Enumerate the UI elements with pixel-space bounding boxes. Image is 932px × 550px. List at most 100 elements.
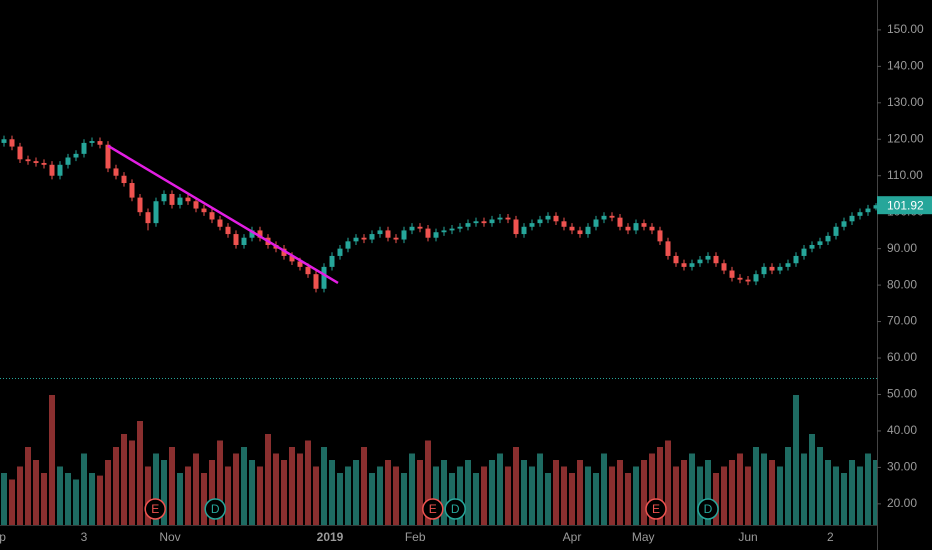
volume-bar: [385, 460, 391, 525]
volume-bar: [489, 460, 495, 525]
candle-body: [417, 226, 423, 229]
candle-body: [169, 193, 175, 205]
volume-bar: [745, 466, 751, 525]
volume-bar: [697, 466, 703, 525]
volume-bar: [569, 473, 575, 525]
candle-body: [73, 153, 79, 158]
volume-bar: [273, 453, 279, 525]
candle-body: [833, 226, 839, 236]
volume-bar: [633, 466, 639, 525]
last-price-label: 101.92: [887, 198, 924, 212]
volume-bar: [177, 473, 183, 525]
volume-bar: [833, 466, 839, 525]
candle-body: [441, 230, 447, 233]
volume-bar: [265, 434, 271, 525]
event-marker[interactable]: [444, 498, 466, 520]
y-tick-label: 60.00: [887, 350, 917, 364]
candle-body: [841, 221, 847, 227]
candle-body: [473, 221, 479, 224]
volume-bar: [585, 466, 591, 525]
candle-body: [489, 219, 495, 224]
volume-bar: [441, 460, 447, 525]
event-marker[interactable]: [144, 498, 166, 520]
volume-bar: [681, 460, 687, 525]
volume-bar: [329, 460, 335, 525]
volume-bar: [825, 460, 831, 525]
event-marker[interactable]: [645, 498, 667, 520]
candle-body: [33, 161, 39, 163]
volume-bar: [401, 473, 407, 525]
candle-body: [457, 226, 463, 229]
candle-body: [249, 230, 255, 238]
candle-body: [673, 255, 679, 264]
candle-body: [81, 142, 87, 154]
candle-body: [705, 255, 711, 260]
volume-bar: [849, 460, 855, 525]
x-tick-label: Jun: [738, 530, 757, 544]
candle-body: [729, 270, 735, 278]
volume-bar: [9, 479, 15, 525]
volume-bar: [873, 460, 877, 525]
candle-body: [57, 164, 63, 176]
volume-bar: [625, 473, 631, 525]
candle-body: [337, 248, 343, 256]
candle-body: [697, 259, 703, 264]
volume-bar: [473, 473, 479, 525]
volume-bar: [457, 466, 463, 525]
candle-body: [17, 146, 23, 160]
candle-body: [9, 139, 15, 147]
volume-bar: [857, 466, 863, 525]
volume-bar: [465, 460, 471, 525]
volume-bar: [113, 447, 119, 525]
candle-body: [113, 168, 119, 176]
volume-bar: [553, 460, 559, 525]
volume-bar: [297, 453, 303, 525]
candle-body: [201, 208, 207, 213]
volume-bar: [785, 447, 791, 525]
candle-body: [761, 266, 767, 275]
candle-body: [801, 248, 807, 256]
candle-body: [825, 235, 831, 242]
y-tick-label: 130.00: [887, 95, 924, 109]
candle-body: [689, 263, 695, 267]
candle-body: [809, 245, 815, 249]
candle-body: [577, 230, 583, 235]
y-tick-label: 40.00: [887, 423, 917, 437]
volume-bar: [97, 475, 103, 525]
volume-bar: [529, 466, 535, 525]
volume-bar: [777, 466, 783, 525]
candle-body: [241, 237, 247, 245]
candle-body: [425, 228, 431, 238]
event-marker[interactable]: [204, 498, 226, 520]
volume-bar: [841, 473, 847, 525]
candle-body: [561, 221, 567, 227]
event-marker[interactable]: [422, 498, 444, 520]
candle-body: [41, 162, 47, 165]
volume-bar: [513, 447, 519, 525]
candle-body: [721, 263, 727, 271]
volume-bar: [105, 460, 111, 525]
volume-bar: [713, 473, 719, 525]
candle-body: [609, 215, 615, 218]
event-marker[interactable]: [697, 498, 719, 520]
candle-body: [593, 219, 599, 227]
candle-body: [233, 234, 239, 245]
y-tick-label: 110.00: [887, 168, 923, 182]
event-label: D: [704, 502, 713, 516]
volume-bar: [641, 460, 647, 525]
candle-body: [769, 266, 775, 271]
volume-bar: [409, 453, 415, 525]
candle-body: [385, 230, 391, 238]
volume-bar: [617, 460, 623, 525]
candle-body: [681, 263, 687, 267]
candle-body: [817, 241, 823, 245]
volume-bar: [705, 460, 711, 525]
volume-bar: [609, 466, 615, 525]
x-tick-label: 2019: [317, 530, 344, 544]
candle-body: [313, 274, 319, 289]
candle-body: [449, 228, 455, 231]
y-tick-label: 80.00: [887, 277, 917, 291]
volume-bar: [673, 466, 679, 525]
candle-body: [25, 159, 31, 162]
